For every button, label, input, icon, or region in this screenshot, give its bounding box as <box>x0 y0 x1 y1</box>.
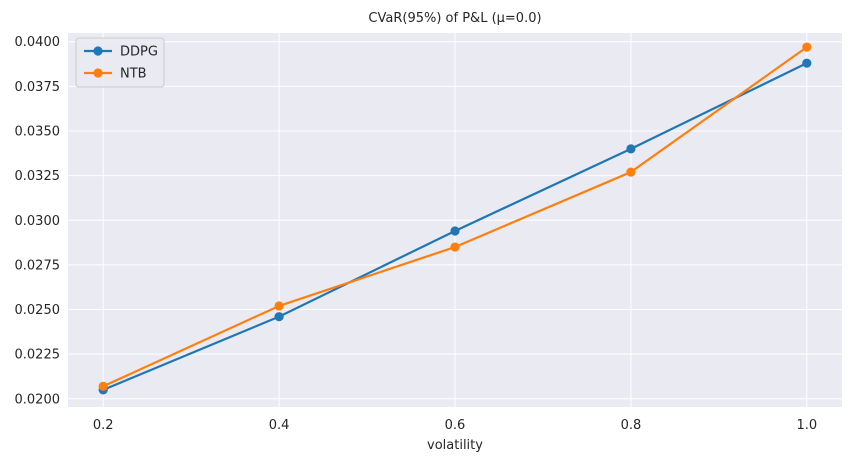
data-point <box>802 42 812 52</box>
data-point <box>626 144 636 154</box>
x-tick-label: 0.2 <box>93 418 114 433</box>
legend-label: NTB <box>120 67 147 82</box>
data-point <box>450 226 460 236</box>
y-tick-label: 0.0200 <box>15 392 61 407</box>
grid-lines <box>68 33 842 407</box>
legend-marker <box>93 68 103 78</box>
x-tick-label: 0.8 <box>621 418 642 433</box>
x-tick-label: 0.6 <box>445 418 466 433</box>
x-tick-label: 1.0 <box>796 418 817 433</box>
series-lines <box>98 42 812 395</box>
y-tick-label: 0.0250 <box>15 303 61 318</box>
data-point <box>98 381 108 391</box>
legend-item-ddpg: DDPG <box>84 45 158 60</box>
y-axis: 0.0200 0.0225 0.0250 0.0275 0.0300 0.0325 0.03… <box>15 35 61 407</box>
y-tick-label: 0.0275 <box>15 258 61 273</box>
legend-marker <box>93 46 103 56</box>
y-tick-label: 0.0300 <box>15 214 61 229</box>
data-point <box>626 167 636 177</box>
y-tick-label: 0.0375 <box>15 80 61 95</box>
y-tick-label: 0.0400 <box>15 35 61 50</box>
data-point <box>450 242 460 252</box>
legend: DDPG NTB <box>75 37 165 88</box>
data-point <box>274 312 284 322</box>
x-axis-label: volatility <box>427 438 483 453</box>
data-point <box>802 58 812 68</box>
data-point <box>274 301 284 311</box>
series-ntb <box>98 42 812 391</box>
x-axis: 0.2 0.4 0.6 0.8 1.0 <box>93 418 817 433</box>
x-tick-label: 0.4 <box>269 418 290 433</box>
chart-title: CVaR(95%) of P&L (μ=0.0) <box>368 11 541 26</box>
legend-label: DDPG <box>120 45 158 60</box>
y-tick-label: 0.0350 <box>15 125 61 140</box>
legend-item-ntb: NTB <box>84 67 147 82</box>
y-tick-label: 0.0225 <box>15 348 61 363</box>
y-tick-label: 0.0325 <box>15 169 61 184</box>
